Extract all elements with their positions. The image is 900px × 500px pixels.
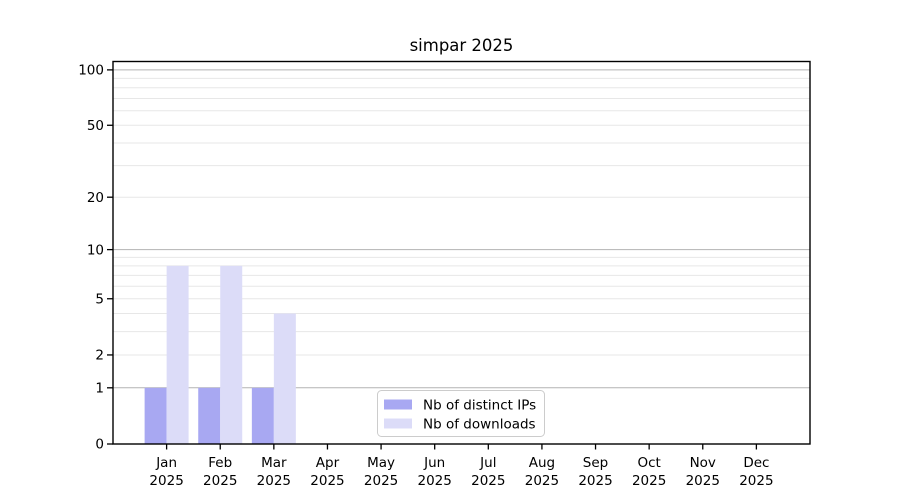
plot-border	[112, 60, 811, 445]
bar-distinct-ips-mar	[251, 387, 274, 444]
bar-downloads-jan	[166, 265, 189, 444]
x-tick-label-jun: Jun 2025	[418, 455, 452, 489]
x-tick-label-apr: Apr 2025	[310, 455, 344, 489]
x-tick-label-mar: Mar 2025	[257, 455, 291, 489]
major-gridlines	[113, 69, 810, 389]
y-tick-label-2: 2	[95, 348, 104, 364]
legend-swatch-downloads	[384, 418, 412, 429]
x-tick-label-sep: Sep 2025	[578, 455, 612, 489]
bar-downloads-mar	[273, 313, 296, 444]
y-tick-label-50: 50	[87, 118, 104, 134]
legend-label-distinct-ips: Nb of distinct IPs	[423, 398, 536, 414]
y-tick-label-0: 0	[95, 437, 104, 453]
minor-gridlines	[113, 77, 810, 356]
x-tick-label-feb: Feb 2025	[203, 455, 237, 489]
x-tick-label-jan: Jan 2025	[149, 455, 183, 489]
bars	[144, 265, 296, 444]
x-tick-label-nov: Nov 2025	[686, 455, 720, 489]
x-tick-label-oct: Oct 2025	[632, 455, 666, 489]
legend: Nb of distinct IPs Nb of downloads	[377, 390, 545, 437]
y-tick-label-100: 100	[78, 63, 104, 79]
y-axis-ticks: 0 1 2 5 10 20 50 100	[78, 63, 113, 453]
bar-distinct-ips-jan	[144, 387, 167, 444]
legend-swatch-distinct-ips	[384, 399, 412, 410]
bar-downloads-feb	[220, 265, 243, 444]
x-axis-ticks: Jan 2025 Feb 2025 Mar 2025 Apr 2025 May 2025 Jun 20…	[149, 444, 774, 489]
x-tick-label-jul: Jul 2025	[471, 455, 505, 489]
bar-distinct-ips-feb	[198, 387, 221, 444]
y-tick-label-5: 5	[95, 291, 104, 307]
chart-title: simpar 2025	[410, 36, 514, 55]
legend-box	[377, 390, 545, 437]
legend-label-downloads: Nb of downloads	[423, 417, 536, 433]
x-tick-label-may: May 2025	[364, 455, 398, 489]
y-tick-label-20: 20	[87, 190, 104, 206]
y-tick-label-1: 1	[95, 381, 104, 397]
x-tick-label-dec: Dec 2025	[739, 455, 773, 489]
y-tick-label-10: 10	[87, 242, 104, 258]
x-tick-label-aug: Aug 2025	[525, 455, 559, 489]
